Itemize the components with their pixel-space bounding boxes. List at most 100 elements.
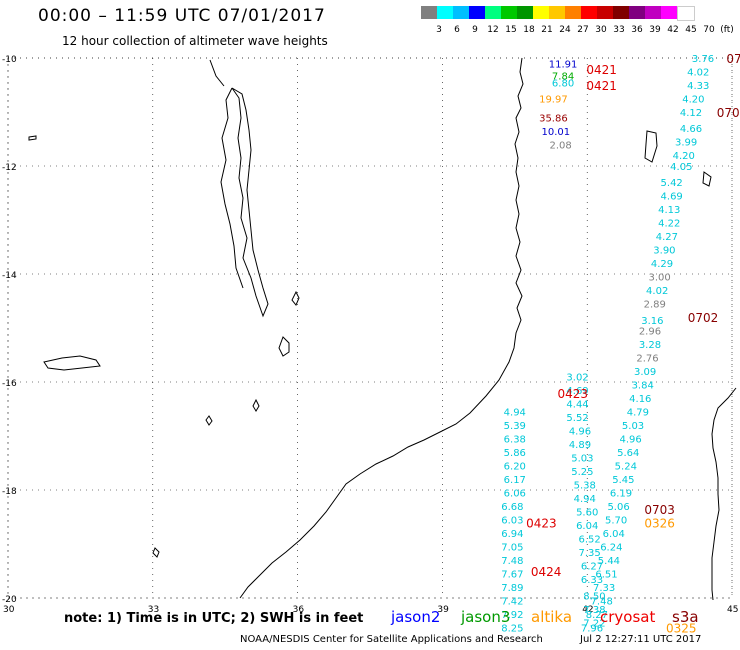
wave-height-value: 5.25 <box>571 467 593 478</box>
legend-swatch <box>421 6 437 19</box>
lon-tick-label: 45 <box>727 605 738 615</box>
small-island-2 <box>291 290 300 306</box>
wave-height-value: 6.68 <box>501 502 523 513</box>
wave-height-value: 7.33 <box>593 583 615 594</box>
wave-height-value: 4.89 <box>569 440 591 451</box>
satellite-name: cryosat <box>600 608 656 626</box>
lon-tick-label: 42 <box>582 605 593 615</box>
wave-height-value: 5.86 <box>504 448 526 459</box>
pass-time-label: 0421 <box>586 63 617 77</box>
wave-height-value: 4.16 <box>629 394 651 405</box>
wave-height-value: 3.99 <box>675 138 697 149</box>
small-island-1 <box>28 135 37 141</box>
wave-height-value: 7.96 <box>581 624 603 635</box>
wave-height-value: 6.33 <box>581 575 603 586</box>
legend-label: 18 <box>523 25 535 35</box>
lon-tick-label: 30 <box>3 605 15 615</box>
wave-height-value: 4.66 <box>680 124 702 135</box>
madagascar-coast <box>711 387 737 601</box>
wave-height-value: 5.24 <box>615 462 637 473</box>
legend-label: 15 <box>505 25 517 35</box>
wave-height-value: 2.89 <box>644 300 666 311</box>
legend-swatch <box>645 6 661 19</box>
wave-height-value: 4.69 <box>566 386 588 397</box>
wave-height-value: 4.96 <box>569 427 591 438</box>
wave-height-value: 4.33 <box>687 81 709 92</box>
wave-height-value: 7.48 <box>591 597 613 608</box>
lat-tick-label: -18 <box>2 487 17 497</box>
pass-time-label: 0423 <box>557 387 588 401</box>
legend-label: 9 <box>472 25 478 35</box>
legend-label: 12 <box>487 25 499 35</box>
wave-height-value: 4.29 <box>651 259 673 270</box>
map-title: 00:00 – 11:59 UTC 07/01/2017 <box>38 6 326 26</box>
wave-height-value: 5.42 <box>661 178 683 189</box>
wave-height-value: 6.20 <box>504 462 526 473</box>
wave-height-value: 5.64 <box>617 448 639 459</box>
pass-time-label: 0702 <box>688 311 719 325</box>
wave-height-value: 5.38 <box>574 481 596 492</box>
lat-tick-label: -10 <box>2 55 17 65</box>
wave-height-value: 8.50 <box>583 591 605 602</box>
comoros-island <box>644 130 658 163</box>
wave-height-value: 5.06 <box>607 502 629 513</box>
wave-height-value: 7.42 <box>501 597 523 608</box>
legend-label: 42 <box>667 25 679 35</box>
small-island-3 <box>152 547 160 558</box>
wave-height-value: 6.03 <box>501 516 523 527</box>
wave-height-value: 2.08 <box>550 140 572 151</box>
legend-label: 45 <box>685 25 697 35</box>
legend-swatch <box>437 6 453 19</box>
pass-time-label: 0421 <box>586 79 617 93</box>
legend-label: 39 <box>649 25 661 35</box>
wave-height-value: 6.80 <box>552 78 574 89</box>
legend-swatch <box>613 6 629 19</box>
wave-height-value: 2.96 <box>639 327 661 338</box>
small-island-5 <box>205 415 213 426</box>
wave-height-value: 3.09 <box>634 367 656 378</box>
legend-label: 24 <box>559 25 571 35</box>
wave-height-value: 6.27 <box>581 562 603 573</box>
lat-tick-label: -12 <box>2 163 17 173</box>
legend-label: 3 <box>436 25 442 35</box>
wave-height-value: 6.17 <box>504 475 526 486</box>
wave-height-value: 3.28 <box>639 340 661 351</box>
pass-time-label: 0424 <box>531 565 562 579</box>
wave-height-value: 4.12 <box>680 108 702 119</box>
wave-height-value: 6.94 <box>501 529 523 540</box>
lon-tick-label: 33 <box>148 605 159 615</box>
wave-height-value: 4.94 <box>504 408 526 419</box>
pass-time-label: 0325 <box>666 622 697 636</box>
wave-height-value: 4.20 <box>673 151 695 162</box>
legend-label: 70 <box>703 25 715 35</box>
wave-height-value: 5.03 <box>571 454 593 465</box>
wave-height-value: 4.94 <box>574 494 596 505</box>
wave-height-value: 4.22 <box>658 219 680 230</box>
lat-tick-label: -14 <box>2 271 17 281</box>
small-island-4 <box>252 398 260 412</box>
wave-height-value: 6.04 <box>576 521 598 532</box>
lon-tick-label: 36 <box>293 605 305 615</box>
wave-height-value: 3.02 <box>566 373 588 384</box>
wave-height-value: 6.24 <box>600 543 622 554</box>
wave-height-value: 7.22 <box>583 618 605 629</box>
wave-height-value: 7.84 <box>552 71 574 82</box>
wave-height-value: 4.96 <box>620 435 642 446</box>
pass-time-label: 0326 <box>644 516 675 530</box>
coastline <box>28 57 737 601</box>
wave-height-value: 7.05 <box>501 543 523 554</box>
legend-swatch <box>661 6 677 19</box>
legend-swatch <box>629 6 645 19</box>
wave-height-value: 5.70 <box>605 516 627 527</box>
lake-kariba <box>43 355 101 371</box>
wave-height-value: 5.39 <box>504 421 526 432</box>
wave-height-value: 5.60 <box>576 508 598 519</box>
pass-time-label: 0423 <box>526 516 557 530</box>
wave-height-value: 5.52 <box>566 413 588 424</box>
lake-cahora <box>278 336 290 357</box>
pass-time-label: 0703 <box>644 503 675 517</box>
